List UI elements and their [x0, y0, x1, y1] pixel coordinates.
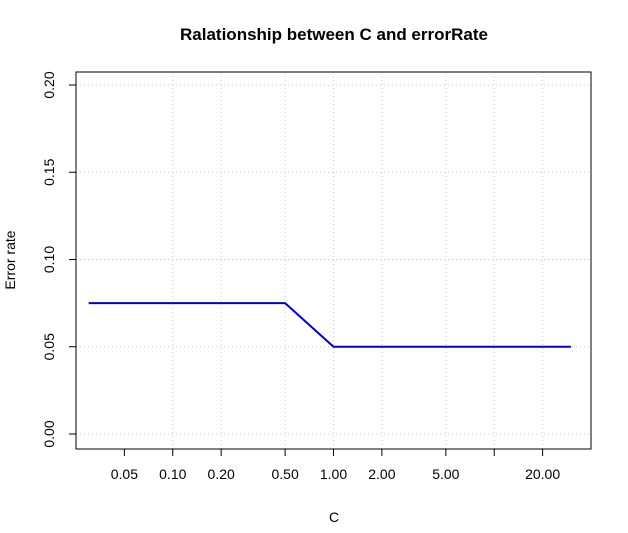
y-tick-label-2: 0.10: [41, 246, 57, 273]
series-line-0: [88, 302, 571, 348]
x-tick-label-2: 0.20: [208, 466, 235, 482]
x-axis-label: C: [329, 509, 339, 525]
x-axis: 0.05 0.10 0.20 0.50 1.00 2.00 5.00 20.00: [111, 449, 560, 482]
y-tick-label-3: 0.15: [41, 158, 57, 185]
y-tick-label-0: 0.00: [41, 420, 57, 447]
x-tick-label-0: 0.05: [111, 466, 138, 482]
chart-title: Ralationship between C and errorRate: [180, 25, 488, 44]
y-axis-label: Error rate: [2, 230, 18, 289]
grid: [76, 72, 591, 449]
y-tick-label-1: 0.05: [41, 333, 57, 360]
x-tick-label-5: 2.00: [368, 466, 395, 482]
y-axis: 0.00 0.05 0.10 0.15 0.20: [41, 71, 76, 448]
x-tick-label-3: 0.50: [271, 466, 298, 482]
x-tick-label-6: 5.00: [432, 466, 459, 482]
y-tick-label-4: 0.20: [41, 71, 57, 98]
x-tick-label-4: 1.00: [320, 466, 347, 482]
x-tick-label-8: 20.00: [525, 466, 560, 482]
x-tick-label-1: 0.10: [159, 466, 186, 482]
series-layer: [88, 302, 571, 348]
